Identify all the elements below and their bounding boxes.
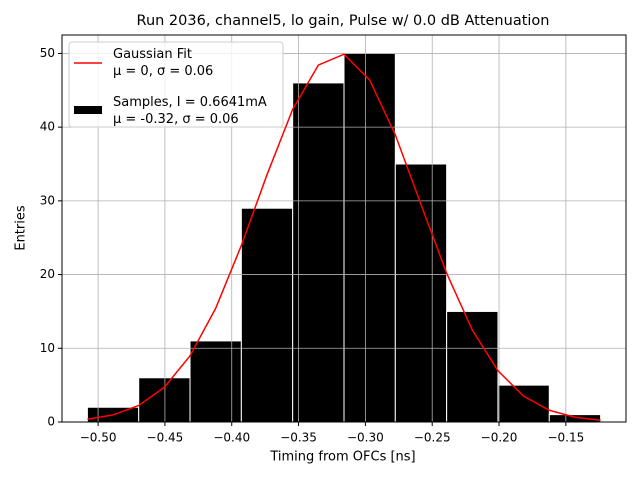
chart-title: Run 2036, channel5, lo gain, Pulse w/ 0.… [137, 13, 550, 29]
fit-line [87, 53, 601, 421]
y-axis-label: Entries [14, 205, 29, 251]
plot-frame [61, 34, 627, 423]
x-tick-label: −0.30 [347, 431, 384, 445]
x-tick-label: −0.25 [414, 431, 451, 445]
x-axis-label: Timing from OFCs [ns] [269, 450, 415, 465]
legend-box [68, 41, 284, 128]
y-tick-label: 30 [40, 193, 55, 207]
x-tick-label: −0.50 [80, 431, 117, 445]
x-tick-label: −0.40 [213, 431, 250, 445]
legend-swatch [74, 106, 102, 114]
histogram-bar [548, 414, 602, 423]
histogram-bar [292, 82, 345, 423]
y-tick-label: 0 [47, 415, 55, 429]
histogram-bar [343, 52, 396, 423]
x-tick-label: −0.15 [547, 431, 584, 445]
x-tick-label: −0.35 [280, 431, 317, 445]
x-tick-label: −0.45 [147, 431, 184, 445]
legend-label: Gaussian Fit μ = 0, σ = 0.06 [113, 47, 213, 79]
histogram-bar [497, 384, 550, 423]
y-tick-label: 40 [40, 120, 55, 134]
histogram-bar [446, 310, 499, 423]
x-tick-label: −0.20 [481, 431, 518, 445]
y-tick-label: 10 [40, 341, 55, 355]
histogram-bar [394, 163, 448, 423]
y-tick-label: 50 [40, 46, 55, 60]
y-tick-label: 20 [40, 267, 55, 281]
legend-label: Samples, I = 0.6641mA μ = -0.32, σ = 0.06 [113, 95, 267, 127]
histogram-bar [240, 207, 294, 423]
histogram-bar [189, 340, 242, 423]
